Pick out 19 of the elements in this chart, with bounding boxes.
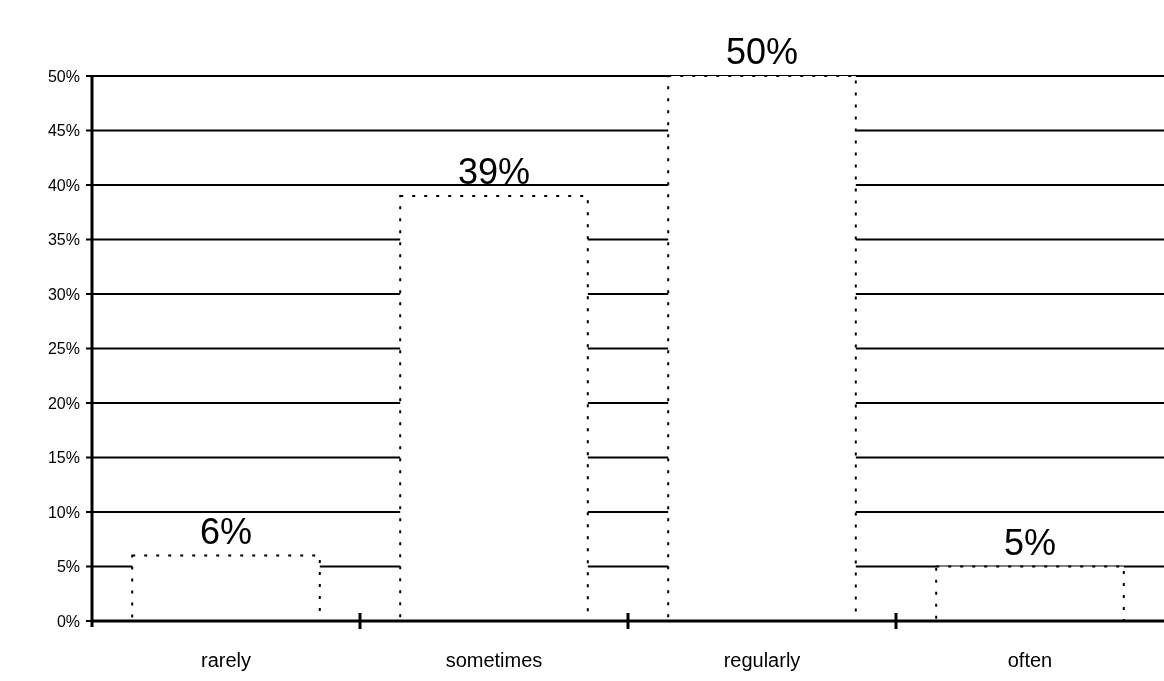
y-tick-label: 40% (47, 176, 80, 194)
y-tick-label: 5% (56, 558, 80, 576)
data-label: 5% (1003, 521, 1057, 563)
x-tick-label: sometimes (445, 649, 543, 671)
y-tick-label: 25% (47, 340, 80, 358)
x-tick-label: regularly (723, 649, 801, 671)
x-tick-label: rarely (200, 649, 252, 671)
x-tick-label: often (1007, 649, 1053, 671)
y-tick-label: 15% (47, 449, 80, 467)
y-tick-label: 35% (47, 231, 80, 249)
data-label: 50% (725, 31, 799, 72)
y-tick-label: 0% (56, 612, 80, 630)
data-label: 6% (199, 510, 253, 552)
y-tick-label: 45% (47, 122, 80, 140)
y-tick-label: 30% (47, 285, 80, 303)
y-tick-label: 10% (47, 503, 80, 521)
y-tick-label: 20% (47, 394, 80, 412)
data-label: 39% (457, 150, 531, 192)
y-tick-label: 50% (47, 67, 80, 85)
